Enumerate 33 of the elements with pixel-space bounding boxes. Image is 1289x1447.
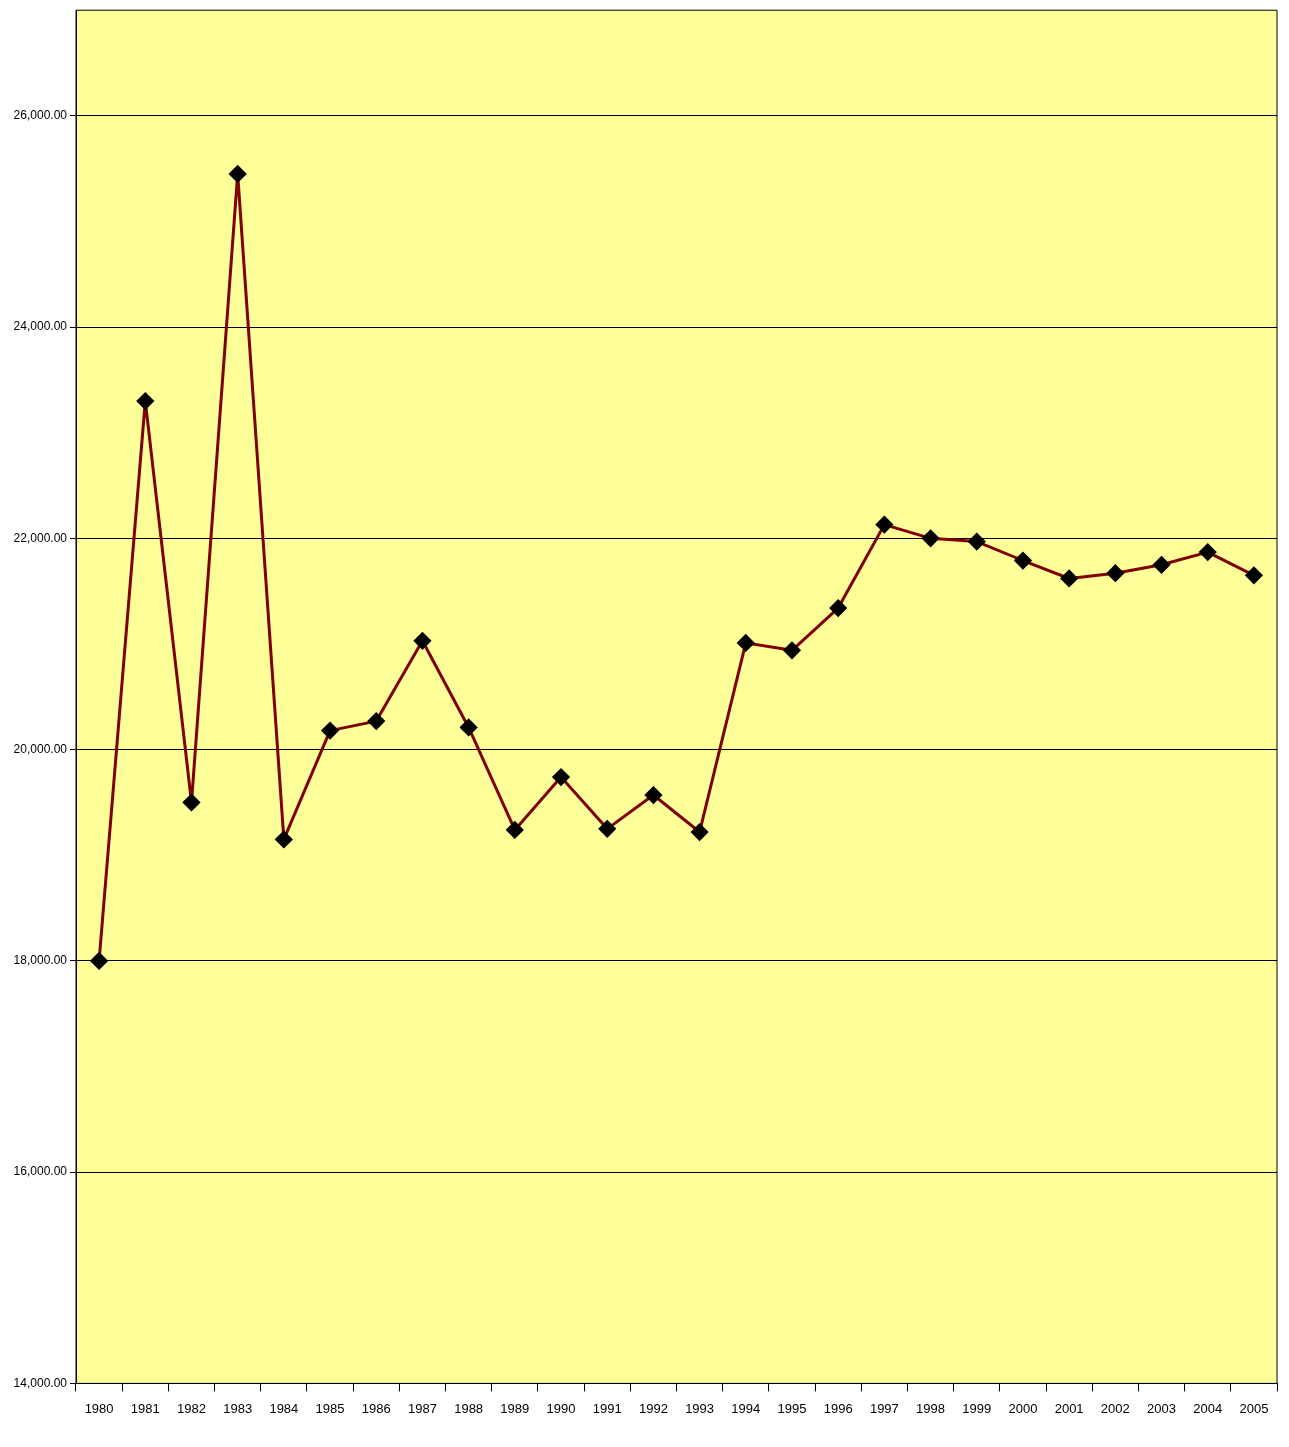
- x-tick-label: 1986: [361, 1400, 391, 1416]
- y-tick-label: 14,000.00: [13, 1375, 68, 1390]
- x-tick-label: 1991: [592, 1400, 622, 1416]
- y-tick-label: 20,000.00: [13, 741, 68, 756]
- x-tick-label: 1994: [731, 1400, 761, 1416]
- x-tick-label: 1981: [130, 1400, 160, 1416]
- x-tick-label: 2005: [1239, 1400, 1269, 1416]
- x-tick-label: 2002: [1100, 1400, 1130, 1416]
- y-tick-label: 26,000.00: [13, 108, 68, 123]
- x-tick-label: 1992: [638, 1400, 668, 1416]
- x-tick-label: 2000: [1008, 1400, 1038, 1416]
- x-tick-label: 1980: [84, 1400, 114, 1416]
- x-tick-label: 1989: [500, 1400, 530, 1416]
- x-tick-label: 1983: [223, 1400, 253, 1416]
- y-tick-label: 18,000.00: [13, 953, 68, 968]
- x-tick-label: 1993: [685, 1400, 715, 1416]
- x-tick-label: 1997: [869, 1400, 899, 1416]
- x-tick-label: 2004: [1193, 1400, 1223, 1416]
- x-tick-label: 1998: [916, 1400, 946, 1416]
- x-tick-label: 2003: [1147, 1400, 1176, 1416]
- y-tick-label: 24,000.00: [13, 319, 68, 334]
- x-tick-label: 1988: [454, 1400, 484, 1416]
- x-tick-label: 1995: [777, 1400, 807, 1416]
- y-tick-label: 22,000.00: [13, 530, 68, 545]
- x-tick-label: 1996: [823, 1400, 853, 1416]
- x-tick-label: 1999: [962, 1400, 992, 1416]
- x-tick-label: 1984: [269, 1400, 299, 1416]
- x-tick-label: 1987: [407, 1400, 437, 1416]
- x-tick-label: 1985: [315, 1400, 345, 1416]
- x-tick-label: 2001: [1054, 1400, 1084, 1416]
- x-tick-label: 1990: [546, 1400, 576, 1416]
- y-tick-label: 16,000.00: [13, 1164, 68, 1179]
- x-tick-label: 1982: [177, 1400, 206, 1416]
